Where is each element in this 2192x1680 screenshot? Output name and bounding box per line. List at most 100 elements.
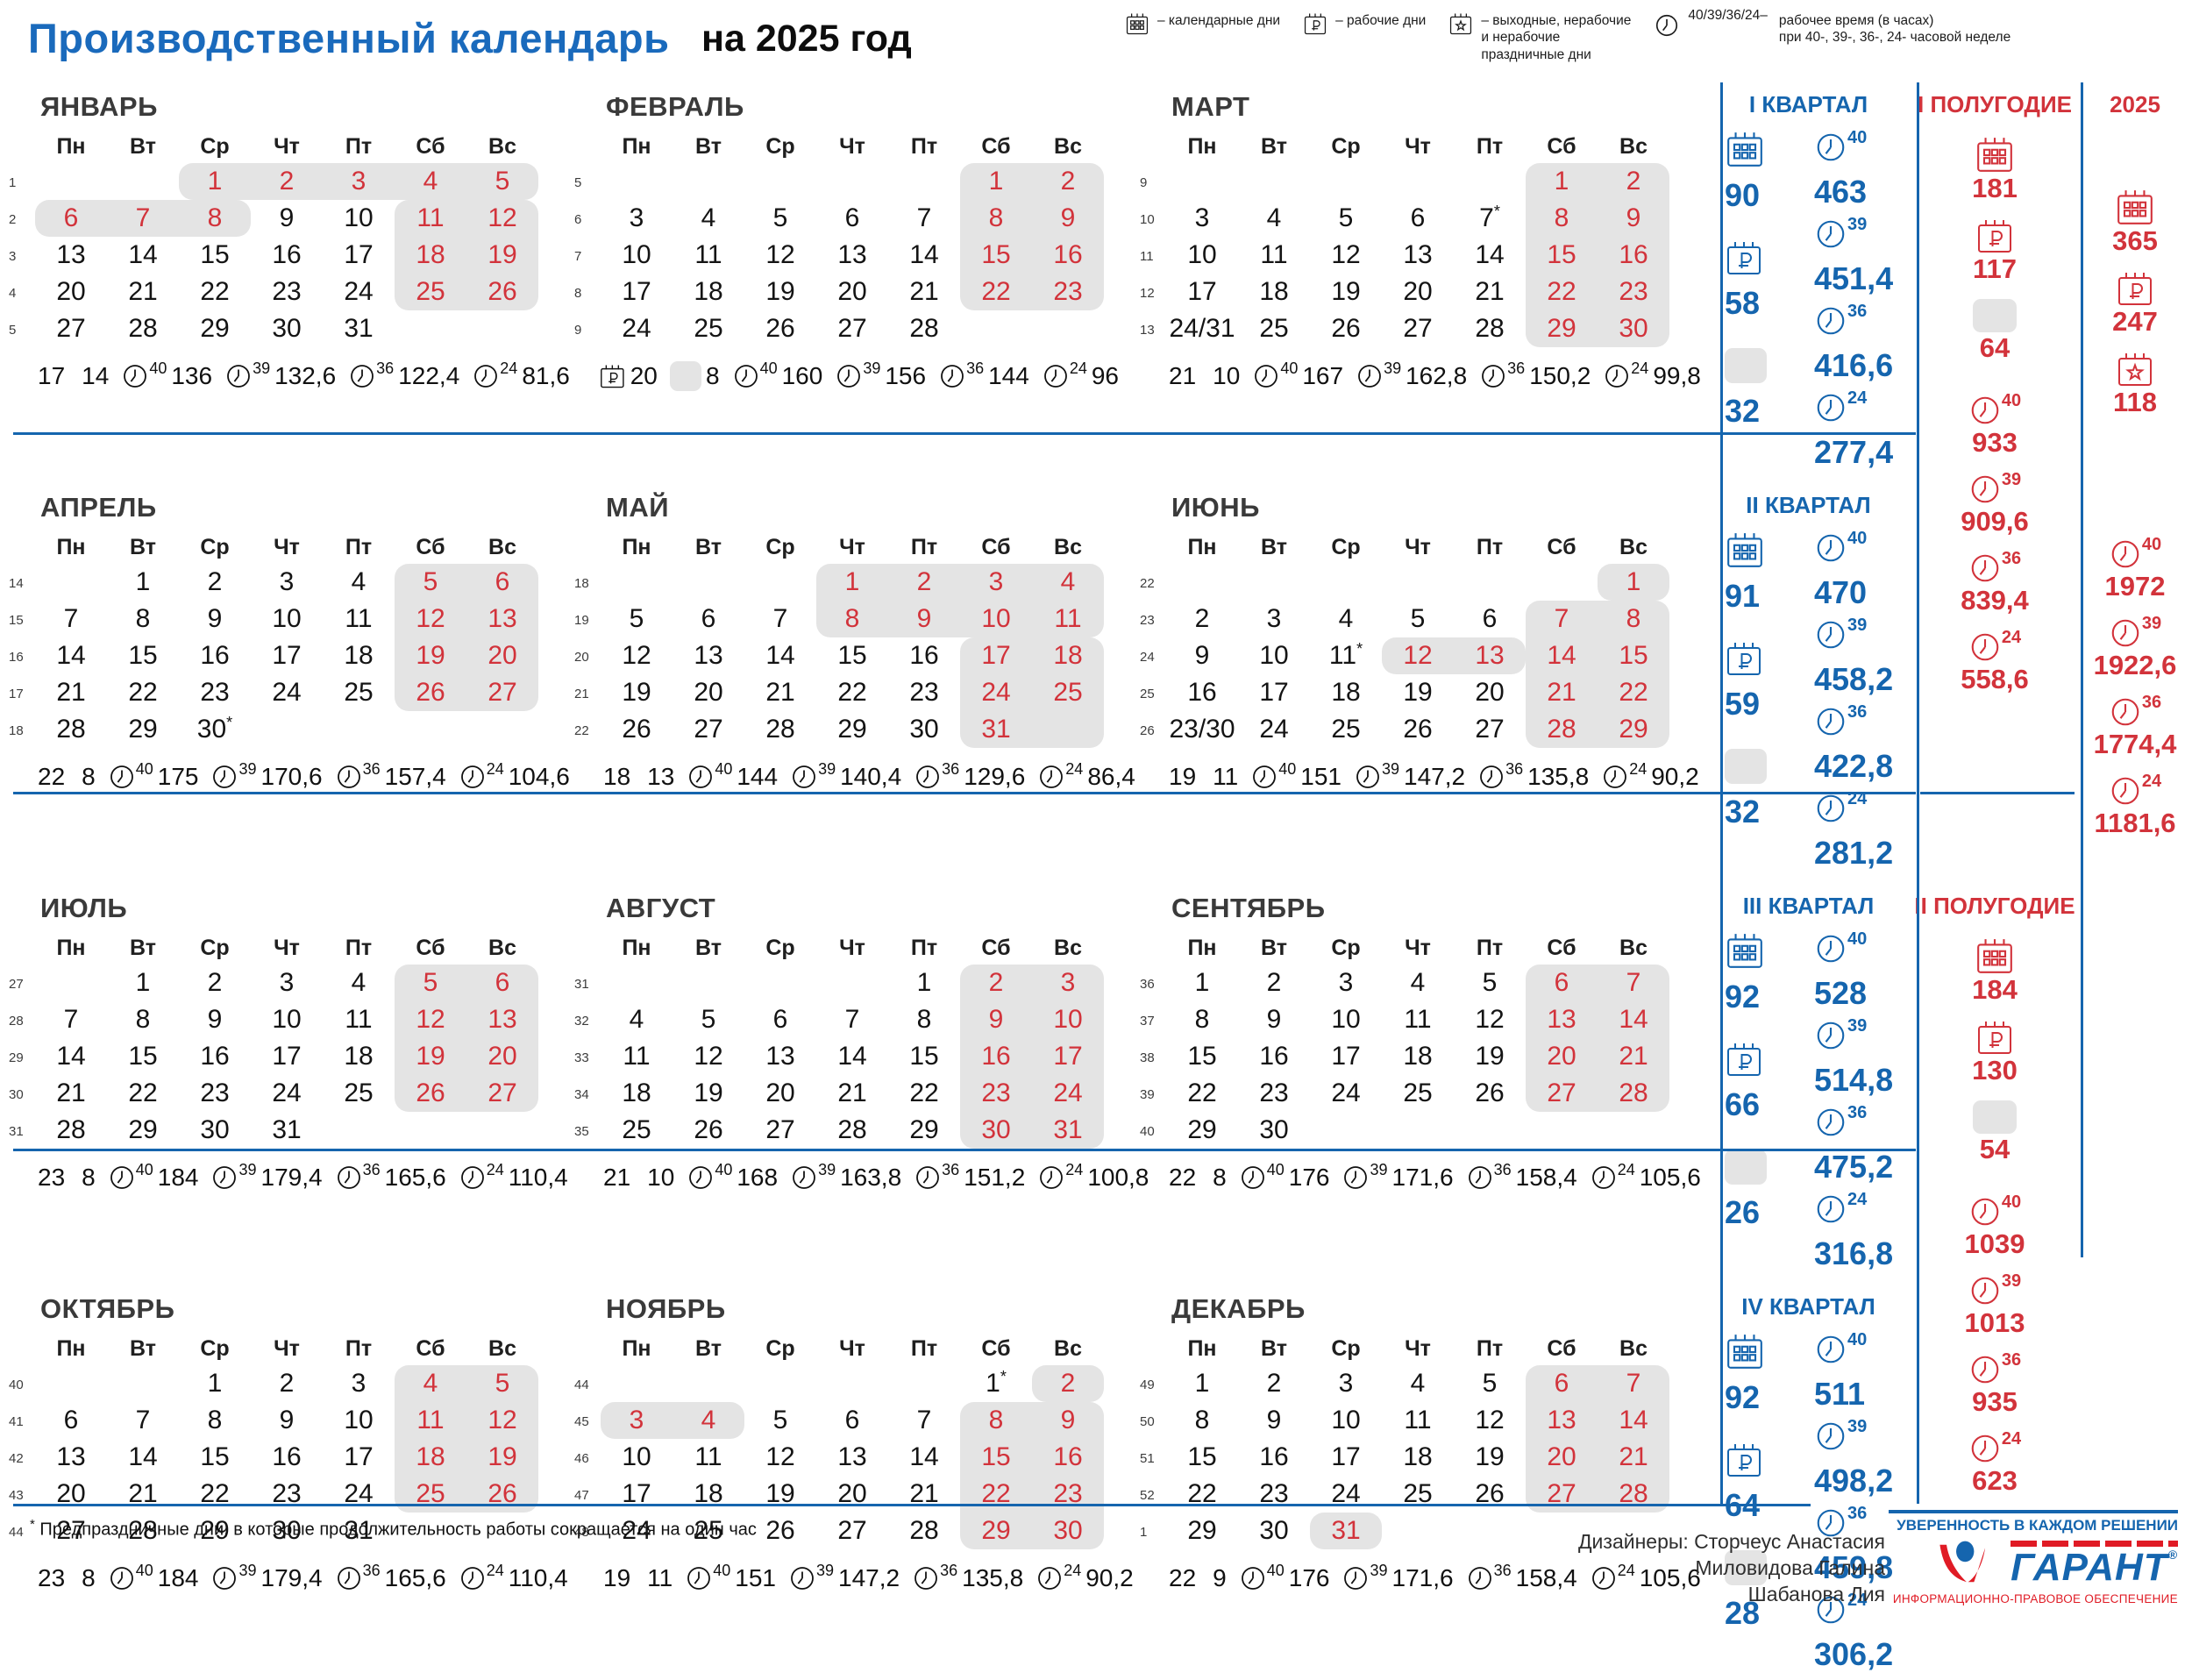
month-body: 40 41 42 43 44 Пн Вт Ср Чт Пт Сб Вс 1 2 3 4 5 6 7 8 9 10 11 12 1… [9, 1335, 566, 1549]
day-cell: 6 [1554, 968, 1569, 997]
legend-text: – календарные дни [1157, 13, 1281, 28]
clock-icon-group: 40 [1239, 1162, 1285, 1192]
week-hours-label: 24 [1847, 789, 1868, 808]
week-numbers-column: 40 41 42 43 44 [9, 1335, 35, 1549]
calendar-grid-icon [1977, 939, 2012, 973]
week-row: 13 14 15 16 17 18 19 [35, 237, 538, 274]
day-cell [1310, 564, 1382, 601]
day-cell: 30 [981, 1115, 1011, 1144]
week-numbers-column: 49 50 51 52 1 [1140, 1335, 1166, 1549]
hours-36-value: 129,6 [964, 763, 1026, 790]
week-hours-label: 39 [2001, 1271, 2022, 1291]
hours-24-value: 110,4 [508, 1564, 568, 1591]
quarter-title: IV КВАРТАЛ [1741, 1293, 1875, 1320]
clock-icon [1482, 365, 1505, 388]
weekday-label: Чт [274, 936, 300, 960]
holiday-highlight [1526, 965, 1669, 1112]
hours-group: 36 475,2 [1814, 1104, 1893, 1185]
day-cell: 11 [1054, 604, 1082, 633]
weekday-header-row: Пн Вт Ср Чт Пт Сб Вс [601, 935, 1104, 965]
quarter-body: 92 66 26 40 528 39 514,8 36 475,2 24 316,8 [1697, 930, 1911, 1279]
week-row: 29 30 31 [1166, 1513, 1669, 1549]
clock-icon-group: 24 [1036, 1563, 1081, 1592]
day-cell: 17 [1187, 277, 1217, 306]
month-block-7: ИЮЛЬ 27 28 29 30 31 Пн Вт Ср Чт Пт Сб Вс 1 2 3 4 5 6 7 8 9 10 1… [0, 879, 568, 1279]
day-cell [744, 1365, 816, 1402]
weekday-header-row: Пн Вт Ср Чт Пт Сб Вс [35, 1335, 538, 1365]
quarter-hours: 40 463 39 451,4 36 416,6 24 277,4 [1814, 129, 1893, 478]
workdays-count: 21 [603, 1164, 631, 1191]
month-title: ДЕКАБРЬ [1171, 1293, 1306, 1324]
day-cell: 24 [272, 678, 302, 707]
clock-icon [916, 1166, 940, 1189]
day-cell: 16 [1619, 240, 1648, 269]
day-cell: 9 [1626, 203, 1641, 232]
clock-icon-group: 39 [835, 360, 880, 390]
week-hours-label: 36 [966, 359, 985, 377]
weekday-header-row: Пн Вт Ср Чт Пт Сб Вс [35, 534, 538, 564]
day-cell: 25 [1403, 1479, 1433, 1508]
day-cell [744, 163, 816, 200]
day-cell: 2 [1266, 1369, 1282, 1398]
clock-icon [1344, 1567, 1368, 1590]
day-cell: 22 [981, 277, 1011, 306]
week-row: 16 17 18 19 20 21 22 [1166, 674, 1669, 711]
month-block-12: ДЕКАБРЬ 49 50 51 52 1 Пн Вт Ср Чт Пт Сб Вс 1 2 3 4 5 6 7 8 9 1… [1131, 1279, 1701, 1680]
workdays-count: 22 [1169, 1564, 1197, 1591]
holiday-highlight [816, 564, 1104, 637]
week-number: 26 [1140, 723, 1155, 738]
day-cell: 2 [207, 968, 223, 997]
day-cell: 8 [988, 203, 1004, 232]
hours-40-value: 175 [157, 763, 199, 790]
workday-ruble-icon [1727, 242, 1761, 274]
hours-24-value: 558,6 [1961, 664, 2029, 694]
day-cell: 24 [981, 678, 1011, 707]
month-days: Пн Вт Ср Чт Пт Сб Вс 1 2 3 4 5 6 7 8 9 10 11 12 13 14 15 16 17 1… [35, 1335, 538, 1549]
week-number: 11 [1140, 249, 1154, 264]
day-cell: 12 [488, 203, 517, 232]
day-cell [466, 1112, 538, 1149]
week-row: 12 13 14 15 16 17 18 [601, 637, 1104, 674]
day-cell: 7 [1626, 1369, 1641, 1398]
month-body: 5 6 7 8 9 Пн Вт Ср Чт Пт Сб Вс 1 2 3 4 5 6 7 8 9 10 11 12 13 14 15… [574, 133, 1131, 347]
clock-icon-group: 36 [914, 1162, 959, 1192]
day-cell: 19 [765, 277, 795, 306]
day-cell: 28 [1547, 715, 1576, 744]
holiday-highlight [1526, 163, 1669, 347]
week-row: 1 2 3 4 5 [35, 163, 538, 200]
days-off-count: 10 [647, 1164, 675, 1191]
day-cell [35, 163, 107, 200]
clock-icon-group: 40 [1239, 1563, 1285, 1592]
hours-40-value: 176 [1288, 1164, 1330, 1191]
hours-39-value: 458,2 [1814, 661, 1894, 697]
day-cell: 29 [200, 1516, 230, 1545]
week-number: 23 [1140, 613, 1155, 628]
hours-39-value: 140,4 [840, 763, 902, 790]
day-cell: 19 [622, 678, 651, 707]
hours-39-value: 179,4 [260, 1564, 323, 1591]
clock-icon-group: 36 [335, 1162, 381, 1192]
designers: Дизайнеры: Сторчеус Анастасия Миловидова… [1578, 1529, 1885, 1608]
clock-icon-group: 40 [1968, 392, 2021, 427]
clock-icon-group: 39 [1356, 360, 1401, 390]
day-cell: 1* [986, 1368, 1007, 1398]
month-block-11: НОЯБРЬ 44 45 46 47 48 Пн Вт Ср Чт Пт Сб Вс 1* 2 3 4 5 6 7 8 9… [566, 1279, 1134, 1680]
week-row: 8 9 10 11 12 13 14 [1166, 1001, 1669, 1038]
week-row: 18 19 20 21 22 23 24 [601, 1075, 1104, 1112]
day-cell: 17 [1331, 1442, 1361, 1471]
clock-icon [1480, 765, 1503, 788]
day-cell: 29 [837, 715, 867, 744]
hours-group: 24 1181,6 [2094, 772, 2175, 839]
day-cell [1526, 564, 1598, 601]
day-cell: 11 [694, 240, 722, 269]
day-cell: 30 [272, 1516, 302, 1545]
clock-icon-group: 39 [210, 761, 257, 791]
clock-icon [337, 765, 360, 788]
week-row: 17 18 19 20 21 22 23 [601, 1476, 1104, 1513]
day-cell: 1 [916, 968, 932, 997]
calendar-grid: ЯНВАРЬ 1 2 3 4 5 Пн Вт Ср Чт Пт Сб Вс 1 2 3 4 5 6 7 8 9 10 11 12… [0, 77, 2192, 1672]
day-cell: 29 [1619, 715, 1648, 744]
footnote-text: Предпраздничные дни, в которые продолжит… [39, 1520, 757, 1540]
weekday-label: Ср [765, 134, 795, 159]
